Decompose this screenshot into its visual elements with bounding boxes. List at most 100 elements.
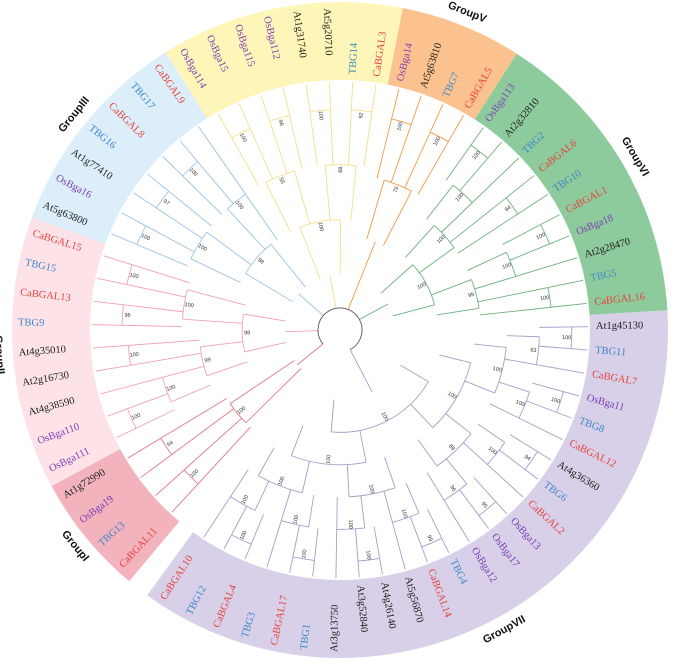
branch-arc: [570, 326, 573, 349]
branch-line: [489, 403, 520, 419]
bootstrap-label: 63: [530, 347, 537, 354]
branch-line: [123, 304, 184, 313]
group-label: GroupIV: [255, 0, 301, 4]
bootstrap-label: 100: [433, 136, 443, 147]
branch-arc: [229, 403, 247, 424]
branch-line: [571, 348, 588, 351]
branch-line: [350, 165, 357, 221]
branch-line: [245, 368, 302, 424]
bootstrap-label: 100: [562, 335, 571, 341]
branch-line: [227, 208, 266, 250]
bootstrap-label: 98: [256, 257, 265, 266]
branch-line: [495, 501, 507, 514]
bootstrap-label: 100: [492, 366, 502, 374]
bootstrap-label: 94: [504, 205, 512, 213]
branch-arc: [535, 336, 540, 365]
branch-arc: [421, 537, 442, 548]
branch-line: [431, 279, 472, 296]
branch-line: [136, 244, 188, 267]
branch-line: [282, 88, 290, 116]
branch-line: [441, 202, 473, 233]
branch-line: [504, 358, 537, 366]
branch-line: [309, 111, 318, 167]
branch-line: [360, 495, 366, 528]
group-sector-6: [147, 310, 669, 658]
branch-line: [383, 491, 393, 523]
bootstrap-label: 99: [468, 292, 475, 299]
group-sector-3: [165, 2, 403, 119]
branch-line: [384, 457, 396, 488]
branch-line: [498, 381, 530, 393]
branch-line: [127, 393, 168, 410]
branch-line: [472, 157, 519, 203]
branch-arc: [230, 496, 256, 511]
branch-line: [130, 352, 202, 366]
branch-line: [549, 235, 570, 245]
branch-arc: [299, 219, 341, 228]
leaf-label: At4g35010: [18, 344, 66, 358]
branch-line: [297, 343, 324, 366]
branch-line: [363, 111, 373, 167]
branch-line: [126, 284, 186, 298]
branch-line: [457, 213, 519, 254]
branch-line: [238, 103, 251, 129]
branch-line: [269, 120, 288, 174]
bootstrap-label: 100: [487, 446, 498, 456]
branch-line: [509, 434, 538, 452]
branch-line: [335, 529, 338, 578]
bootstrap-label: 100: [446, 391, 457, 401]
branch-line: [464, 380, 495, 394]
branch-line: [127, 437, 161, 459]
group-sector-0: [51, 448, 180, 582]
branch-line: [349, 349, 373, 393]
branch-line: [254, 480, 270, 511]
bootstrap-label: 100: [416, 281, 427, 291]
leaf-label: TBG5: [590, 268, 618, 284]
branch-line: [518, 417, 563, 440]
branch-line: [409, 516, 423, 548]
branch-line: [473, 477, 497, 503]
branch-arc: [245, 243, 272, 274]
branch-line: [183, 417, 242, 471]
branch-line: [100, 376, 163, 395]
branch-line: [217, 113, 233, 139]
branch-arc: [349, 487, 396, 498]
branch-line: [170, 384, 211, 403]
branch-line: [155, 469, 185, 496]
branch-line: [392, 522, 406, 570]
branch-line: [506, 335, 540, 338]
branch-line: [478, 515, 489, 529]
branch-line: [260, 94, 270, 122]
branch-line: [477, 287, 549, 303]
branch-line: [93, 300, 124, 306]
bootstrap-label: 100: [455, 192, 466, 203]
branch-line: [145, 225, 195, 253]
branch-line: [547, 279, 584, 288]
branch-line: [410, 403, 434, 428]
branch-line: [556, 411, 572, 419]
branch-arc: [336, 527, 365, 530]
bootstrap-label: 100: [166, 384, 177, 393]
branch-line: [400, 364, 429, 382]
branch-line: [536, 364, 585, 374]
branch-line: [380, 264, 414, 294]
bootstrap-label: 97: [162, 199, 170, 207]
branch-arc: [351, 109, 373, 113]
branch-line: [427, 509, 443, 539]
branch-line: [474, 276, 516, 290]
branch-line: [171, 483, 199, 513]
branch-arc: [258, 475, 303, 494]
branch-line: [421, 546, 428, 563]
branch-arc: [317, 307, 363, 350]
branch-line: [449, 197, 507, 243]
bootstrap-label: 100: [236, 406, 247, 416]
leaf-label: At1g45130: [596, 320, 643, 332]
bootstrap-label: 100: [396, 121, 404, 132]
branch-line: [477, 423, 506, 443]
leaf-label: At5g20710: [321, 8, 334, 56]
branch-line: [538, 345, 572, 350]
branch-line: [121, 212, 146, 227]
branch-line: [223, 534, 232, 550]
branch-line: [517, 194, 548, 215]
branch-line: [404, 132, 431, 189]
